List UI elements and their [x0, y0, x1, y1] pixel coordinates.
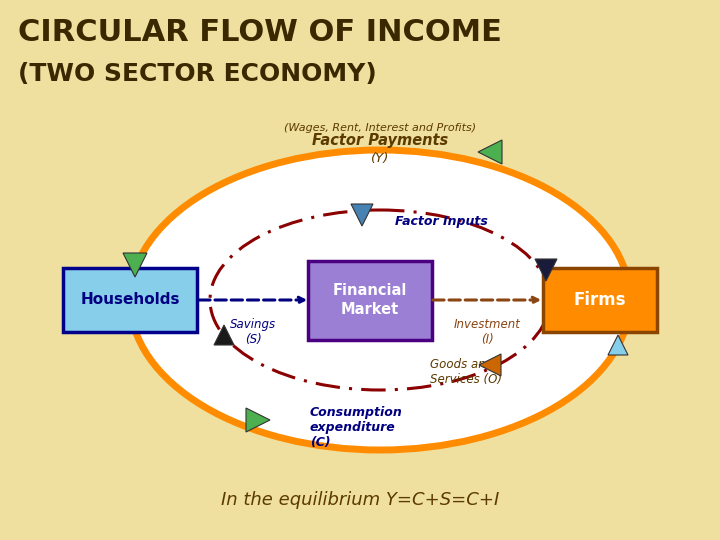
Ellipse shape [130, 150, 630, 450]
Text: In the equilibrium Y=C+S=C+I: In the equilibrium Y=C+S=C+I [221, 491, 499, 509]
Polygon shape [351, 204, 373, 226]
Text: (Y): (Y) [371, 152, 390, 165]
Text: Goods and
Services (O): Goods and Services (O) [430, 358, 502, 386]
Polygon shape [608, 335, 628, 355]
Polygon shape [246, 408, 270, 432]
Polygon shape [214, 325, 234, 345]
Polygon shape [479, 354, 501, 376]
Polygon shape [535, 259, 557, 281]
Text: Factor Payments: Factor Payments [312, 133, 448, 148]
Text: Financial
Market: Financial Market [333, 283, 408, 317]
Text: Households: Households [80, 293, 180, 307]
Text: Investment
(I): Investment (I) [454, 318, 521, 346]
Polygon shape [478, 140, 502, 164]
Text: (Wages, Rent, Interest and Profits): (Wages, Rent, Interest and Profits) [284, 123, 476, 133]
FancyBboxPatch shape [543, 268, 657, 332]
FancyBboxPatch shape [63, 268, 197, 332]
Text: Savings
(S): Savings (S) [230, 318, 276, 346]
Text: Factor Inputs: Factor Inputs [395, 215, 488, 228]
FancyBboxPatch shape [308, 261, 432, 340]
Text: Consumption
expenditure
(C): Consumption expenditure (C) [310, 406, 402, 449]
Text: (TWO SECTOR ECONOMY): (TWO SECTOR ECONOMY) [18, 62, 377, 86]
Text: Firms: Firms [574, 291, 626, 309]
Text: CIRCULAR FLOW OF INCOME: CIRCULAR FLOW OF INCOME [18, 18, 502, 47]
Polygon shape [123, 253, 147, 277]
